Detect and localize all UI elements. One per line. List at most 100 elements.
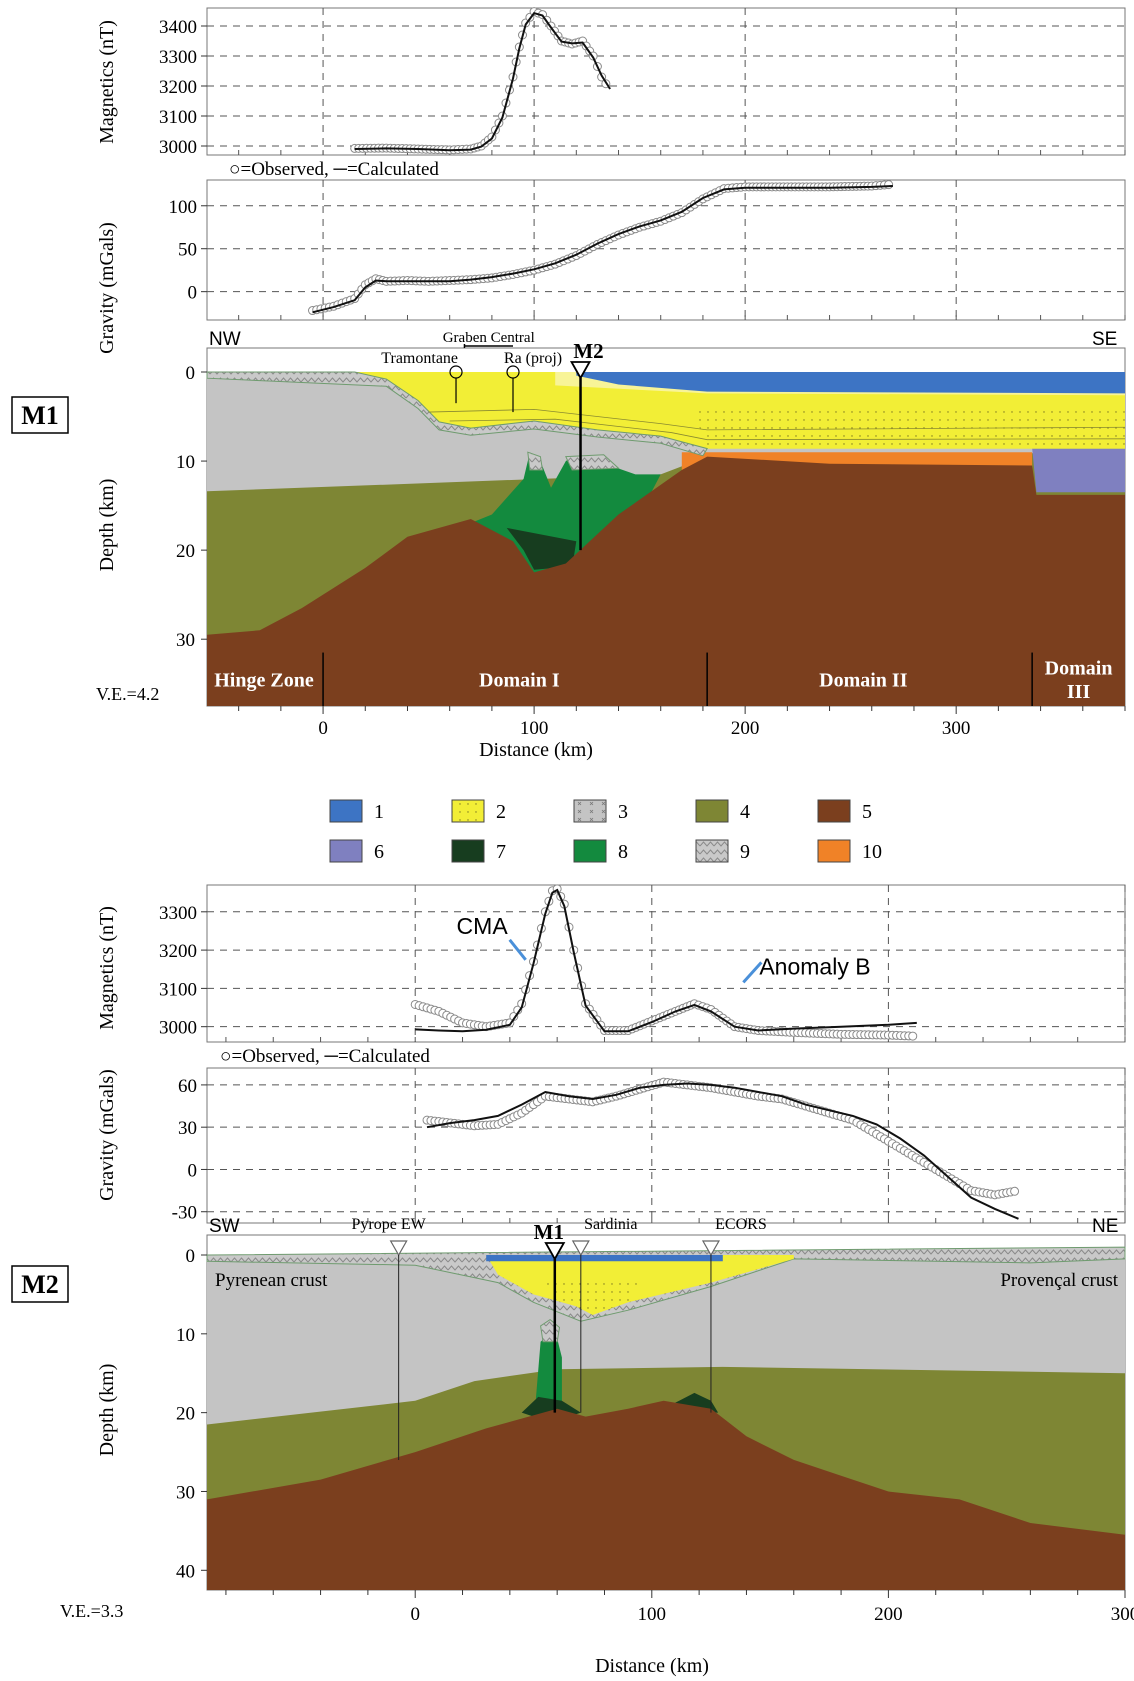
legend-swatch-1 xyxy=(329,799,363,823)
m1-domain-label: Domain I xyxy=(479,669,560,691)
m1-bracket-label: Graben Central xyxy=(443,330,535,346)
m1-magnetics-ytick-label: 3200 xyxy=(159,77,197,98)
m1-xtick-label: 200 xyxy=(731,718,760,739)
legend-label-7: 7 xyxy=(496,841,506,863)
m1-gravity-panel: 0 50 100 Gravity (mGals) xyxy=(96,179,1126,354)
anomaly-b-annotation: Anomaly B xyxy=(759,953,870,979)
m2-xtick-label: 300 xyxy=(1111,1604,1134,1625)
m2-magnetics-ylabel: Magnetics (nT) xyxy=(96,906,118,1030)
m2-layer-5 xyxy=(207,1400,1125,1590)
m2-xtick-label: 200 xyxy=(874,1604,903,1625)
m1-depth-tick-label: 10 xyxy=(176,452,195,473)
m2-layer-1 xyxy=(486,1255,723,1262)
anomaly-b-arrow xyxy=(742,961,763,984)
legend-label-6: 6 xyxy=(374,841,384,863)
m2-gravity-ytick-label: -30 xyxy=(172,1203,197,1224)
m2-marker-label: Pyrope EW xyxy=(352,1216,427,1233)
m1-right-label: SE xyxy=(1092,329,1117,350)
legend-swatch-5 xyxy=(817,799,851,823)
m1-gravity-observed-point xyxy=(884,180,894,190)
m2-layer-2-dotted xyxy=(545,1282,640,1315)
m1-layer-9-top xyxy=(527,451,544,471)
m1-bracket-line xyxy=(463,344,513,348)
m1-domain-label: III xyxy=(1067,681,1091,703)
legend-swatch-6 xyxy=(329,839,363,863)
m2-gravity-observed-point xyxy=(1010,1186,1020,1196)
m1-xtick-label: 300 xyxy=(942,718,971,739)
m1-left-label: NW xyxy=(209,329,241,350)
m2-gravity-calculated-line xyxy=(426,1082,1019,1220)
m1-well-label: Ra (proj) xyxy=(504,350,562,367)
legend-label-3: 3 xyxy=(618,801,628,823)
m2-depth-tick-label: 20 xyxy=(176,1404,195,1425)
m1-xtick-label: 100 xyxy=(520,718,549,739)
m1-magnetics-note: ○=Observed, ─=Calculated xyxy=(229,159,439,180)
m2-gravity-panel: 60 30 0 -30 Gravity (mGals) xyxy=(96,1067,1126,1224)
m2-right-label: NE xyxy=(1092,1216,1118,1237)
legend-swatch-4 xyxy=(695,799,729,823)
m2-depth-tick-label: 10 xyxy=(176,1325,195,1346)
legend-label-4: 4 xyxy=(740,801,750,823)
m2-marker xyxy=(701,1240,720,1257)
m1-magnetics-calculated-line xyxy=(354,11,611,152)
m2-gravity-ylabel: Gravity (mGals) xyxy=(96,1069,118,1201)
m1-layer-2-dotted xyxy=(692,407,1125,449)
m1-magnetics-ytick-label: 3000 xyxy=(159,137,197,158)
m2-marker-label: ECORS xyxy=(715,1216,767,1233)
m2-marker xyxy=(571,1240,590,1257)
m2-marker-label: Sardinia xyxy=(584,1216,637,1233)
m1-xtick-label: 0 xyxy=(318,718,328,739)
m2-magnetics-ytick-label: 3200 xyxy=(159,941,197,962)
legend-label-5: 5 xyxy=(862,801,872,823)
m2-x-axis: 0 100 200 300 Distance (km) xyxy=(225,1590,1134,1677)
m2-section: 0 10 20 30 40 Depth (km) SW NE Pyrenean crus… xyxy=(96,1216,1126,1591)
m1-depth-tick-label: 20 xyxy=(176,541,195,562)
m1-depth-tick-label: 30 xyxy=(176,630,195,651)
m1-gravity-ylabel: Gravity (mGals) xyxy=(96,222,118,354)
legend-swatch-2 xyxy=(451,799,485,823)
m1-layer-1 xyxy=(576,372,1125,394)
m2-magnetics-panel: 3000 3100 3200 3300 Magnetics (nT) CMA Anoma… xyxy=(96,884,1126,1043)
m1-domain-label: Hinge Zone xyxy=(214,669,314,691)
m2-depth-tick-label: 30 xyxy=(176,1482,195,1503)
m2-profile-box: M2 xyxy=(11,1265,69,1303)
m1-xlabel: Distance (km) xyxy=(479,739,593,761)
m2-depth-tick-label: 40 xyxy=(176,1561,195,1582)
m2-magnetics-ytick-label: 3300 xyxy=(159,903,197,924)
m2-gravity-ytick-label: 0 xyxy=(188,1160,198,1181)
m2-crust-left-label: Pyrenean crust xyxy=(215,1270,328,1291)
m1-gravity-ytick-label: 50 xyxy=(178,240,197,261)
m1-layer-6 xyxy=(1032,447,1125,493)
m1-gravity-ytick-label: 100 xyxy=(169,197,198,218)
legend-swatch-9 xyxy=(695,839,729,863)
m1-magnetics-ytick-label: 3300 xyxy=(159,47,197,68)
m2-depth-tick-label: 0 xyxy=(186,1246,196,1267)
m2-xtick-label: 100 xyxy=(638,1604,667,1625)
m2-depth-ylabel: Depth (km) xyxy=(96,1364,118,1457)
m1-domain-label: Domain xyxy=(1045,658,1113,680)
m1-layer-9 xyxy=(206,371,708,457)
m1-tie-marker xyxy=(569,361,592,380)
m2-crust-right-label: Provençal crust xyxy=(1000,1270,1118,1291)
m2-magnetics-ytick-label: 3100 xyxy=(159,979,197,1000)
legend-swatch-3 xyxy=(573,799,607,823)
m2-xtick-label: 0 xyxy=(410,1604,420,1625)
m1-layer-9-top2 xyxy=(565,454,620,471)
m1-gravity-ytick-label: 0 xyxy=(188,283,198,304)
m2-xlabel: Distance (km) xyxy=(595,1655,709,1677)
m1-magnetics-ytick-label: 3400 xyxy=(159,17,197,38)
m1-sediment-horizon xyxy=(449,418,1126,441)
m1-magnetics-ytick-label: 3100 xyxy=(159,107,197,128)
legend-label-9: 9 xyxy=(740,841,750,863)
m1-well-label: Tramontane xyxy=(381,350,458,367)
legend-swatch-8 xyxy=(573,839,607,863)
m1-section: 0 10 20 30 Depth (km) NW SE Tramontane Ra (p… xyxy=(96,329,1126,707)
m2-gravity-ytick-label: 30 xyxy=(178,1118,197,1139)
m1-sediment-horizon xyxy=(428,409,1126,431)
m2-profile-label: M2 xyxy=(21,1270,59,1299)
m2-magnetics-ytick-label: 3000 xyxy=(159,1018,197,1039)
m1-layer-7 xyxy=(506,527,577,570)
m2-marker xyxy=(389,1240,408,1257)
m1-tie-label: M2 xyxy=(573,339,603,363)
